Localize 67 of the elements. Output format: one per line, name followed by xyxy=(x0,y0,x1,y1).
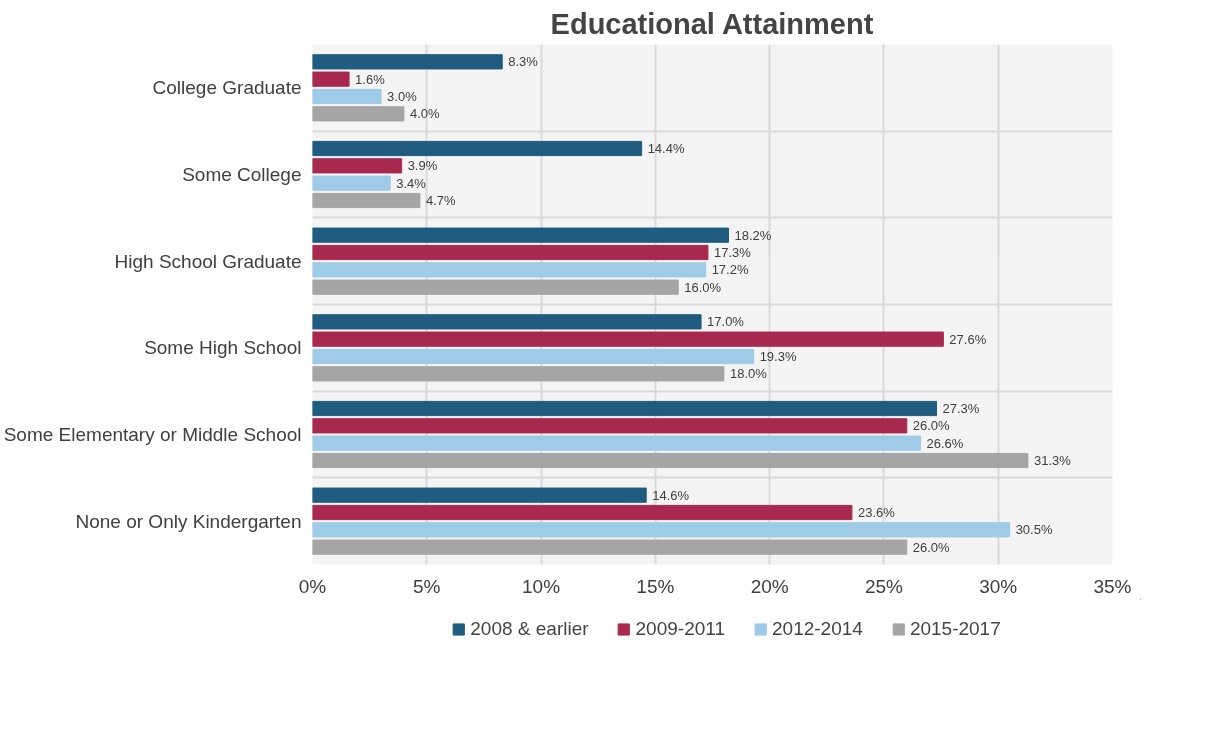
legend-label: 2008 & earlier xyxy=(470,618,589,640)
legend-label: 2015-2017 xyxy=(909,618,1001,640)
x-tick-label: 20% xyxy=(750,575,789,597)
bar xyxy=(312,504,853,521)
x-tick-label: 0% xyxy=(298,575,327,597)
data-label: 26.6% xyxy=(926,435,964,451)
data-label: 18.0% xyxy=(729,366,768,382)
bar xyxy=(312,418,908,434)
y-tick-label: Some High School xyxy=(144,337,302,359)
y-tick-label: Some College xyxy=(182,164,302,185)
bar xyxy=(312,400,937,417)
data-label: 19.3% xyxy=(759,349,797,364)
data-label: 14.4% xyxy=(647,141,685,156)
bar xyxy=(312,314,702,330)
data-label: 17.0% xyxy=(707,314,745,330)
data-label: 3.4% xyxy=(396,175,427,191)
x-tick-label: 5% xyxy=(413,575,441,597)
data-label: 18.2% xyxy=(734,227,772,243)
bar xyxy=(312,140,643,157)
legend-label: 2012-2014 xyxy=(772,618,863,640)
data-label: 27.6% xyxy=(949,331,987,347)
bar xyxy=(312,348,755,365)
x-tick-label: 10% xyxy=(522,575,561,597)
data-label: 27.3% xyxy=(942,401,980,416)
bar xyxy=(312,54,503,70)
bar xyxy=(312,435,921,451)
bar xyxy=(312,539,908,555)
bar xyxy=(312,522,1011,538)
bar xyxy=(312,279,679,295)
data-label: 23.6% xyxy=(857,505,896,520)
bar xyxy=(312,262,707,278)
bar xyxy=(312,158,403,174)
y-tick-label: College Graduate xyxy=(152,77,302,99)
data-label: 16.0% xyxy=(684,279,722,295)
data-label: 17.2% xyxy=(711,262,749,278)
chart-title: Educational Attainment xyxy=(550,7,874,40)
data-label: 4.0% xyxy=(409,106,440,122)
bar xyxy=(312,244,709,261)
bar xyxy=(312,452,1029,469)
data-label: 3.9% xyxy=(407,158,438,174)
bar xyxy=(312,192,421,209)
bar xyxy=(312,106,405,122)
y-tick-label: High School Graduate xyxy=(114,250,302,272)
x-tick-label: 15% xyxy=(636,575,675,597)
data-label: 17.3% xyxy=(713,245,752,260)
bar xyxy=(312,175,391,191)
data-label: 14.6% xyxy=(652,487,690,503)
bar xyxy=(312,366,725,382)
data-label: 26.0% xyxy=(912,418,951,434)
y-tick-label: Some Elementary or Middle School xyxy=(3,424,302,445)
data-label: 3.0% xyxy=(387,89,418,104)
bar xyxy=(312,227,729,243)
data-label: 31.3% xyxy=(1033,453,1072,468)
data-label: 4.7% xyxy=(425,193,456,208)
x-tick-label: 35% xyxy=(1093,575,1132,597)
bar xyxy=(312,88,382,105)
bar xyxy=(312,487,647,503)
legend-label: 2009-2011 xyxy=(635,618,725,640)
data-label: 8.3% xyxy=(508,54,539,70)
data-label: 30.5% xyxy=(1015,522,1053,538)
data-label: 26.0% xyxy=(912,539,951,555)
bar xyxy=(312,71,350,87)
y-tick-label: None or Only Kindergarten xyxy=(75,510,302,532)
x-tick-label: 25% xyxy=(864,575,904,597)
x-tick-label: 30% xyxy=(979,575,1018,597)
data-label: 1.6% xyxy=(355,71,386,87)
bar xyxy=(312,331,944,347)
